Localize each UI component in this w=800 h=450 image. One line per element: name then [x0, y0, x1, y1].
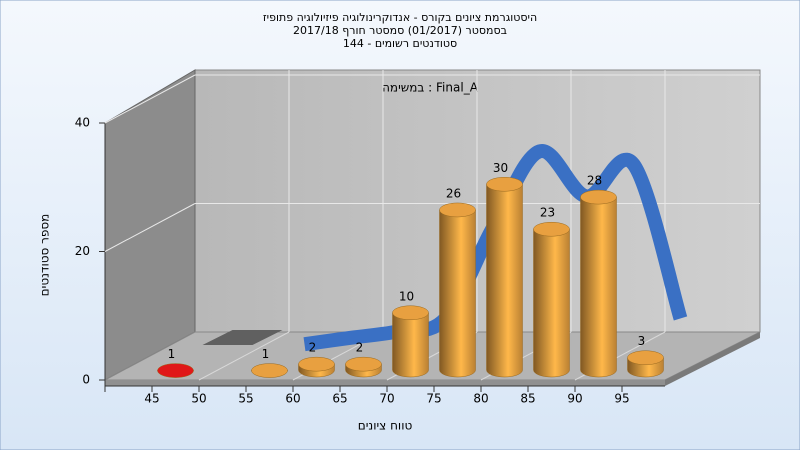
x-tick-label: 90	[567, 392, 582, 406]
bar-top	[627, 350, 664, 365]
data-label: 23	[540, 206, 555, 220]
floor-side	[665, 332, 760, 386]
bar-top	[157, 363, 194, 378]
left-wall	[104, 69, 196, 381]
x-tick-label: 65	[332, 392, 347, 406]
title-line: היסטוגרמת ציונים בקורס - אנדוקרינולוגיה …	[263, 11, 537, 24]
bar	[580, 189, 617, 378]
data-label: 26	[446, 186, 461, 200]
bar-body	[580, 196, 617, 378]
bar-top	[392, 305, 429, 320]
x-tick-label: 70	[379, 392, 394, 406]
data-label: 28	[587, 174, 602, 188]
annotation: במשימה : Final_A	[382, 81, 479, 95]
floor-edge	[105, 380, 665, 386]
x-tick-label: 45	[144, 392, 159, 406]
bar	[202, 330, 283, 345]
bar-top	[439, 202, 476, 218]
y-tick-label: 40	[75, 116, 90, 130]
bar-top	[580, 189, 617, 205]
data-label: 30	[493, 161, 508, 175]
y-tick-label: 20	[75, 244, 90, 258]
title-line: סטודנטים רשומים - 144	[343, 37, 457, 50]
data-label: 1	[168, 347, 176, 361]
bar	[251, 363, 288, 378]
bar-body	[439, 209, 476, 378]
grid-line	[104, 74, 196, 124]
grid-line	[198, 331, 290, 381]
data-label: 2	[356, 341, 364, 355]
bar	[298, 356, 335, 378]
bar	[627, 350, 664, 378]
bar	[392, 305, 429, 378]
x-tick-label: 50	[191, 392, 206, 406]
bar	[533, 221, 570, 378]
x-tick-label: 60	[285, 392, 300, 406]
bar	[439, 202, 476, 378]
x-tick-label: 95	[614, 392, 629, 406]
data-label: 10	[399, 289, 414, 303]
title-line: בסמסטר (01/2017) סמסטר חורף 2017/18	[293, 24, 507, 37]
grid-line	[104, 203, 196, 252]
bar-top	[486, 177, 523, 192]
bar	[345, 356, 382, 378]
data-label: 3	[638, 334, 646, 348]
y-tick-label: 0	[82, 373, 90, 387]
bar-top	[533, 221, 570, 237]
x-axis-label: טווח ציונים	[358, 419, 413, 433]
x-tick-label: 85	[520, 392, 535, 406]
x-tick-label: 75	[426, 392, 441, 406]
bar-top	[298, 356, 335, 372]
bar-body	[486, 184, 523, 378]
x-tick-label: 80	[473, 392, 488, 406]
y-axis-label: מספר סטודנטים	[38, 214, 52, 297]
bar-body	[533, 228, 570, 378]
data-label: 1	[262, 347, 270, 361]
bar	[486, 177, 523, 378]
x-tick-label: 55	[238, 392, 253, 406]
bar	[157, 363, 194, 378]
data-label: 2	[309, 341, 317, 355]
bar-body	[392, 312, 429, 378]
bar-top	[251, 363, 288, 378]
bar-top	[345, 356, 382, 372]
